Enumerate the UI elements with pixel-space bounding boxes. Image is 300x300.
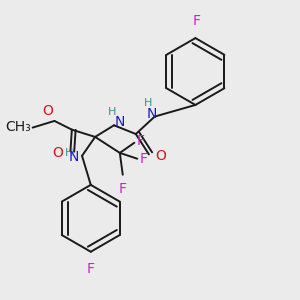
Text: O: O	[155, 149, 166, 163]
Text: H: H	[65, 148, 73, 158]
Text: F: F	[140, 152, 148, 166]
Text: N: N	[115, 116, 125, 129]
Text: O: O	[42, 104, 53, 118]
Text: F: F	[119, 182, 127, 196]
Text: O: O	[52, 146, 63, 160]
Text: N: N	[147, 107, 157, 121]
Text: F: F	[87, 262, 95, 276]
Text: F: F	[137, 134, 145, 148]
Text: H: H	[108, 106, 117, 117]
Text: F: F	[193, 14, 201, 28]
Text: H: H	[144, 98, 152, 108]
Text: N: N	[68, 150, 79, 164]
Text: CH₃: CH₃	[5, 120, 31, 134]
